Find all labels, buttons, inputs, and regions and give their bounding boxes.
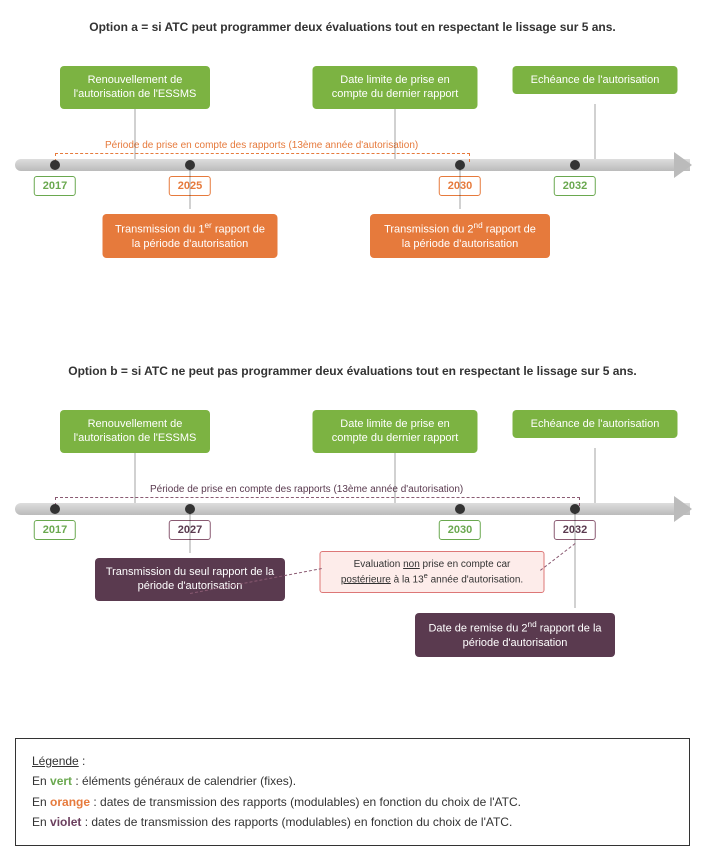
stem [134,104,136,159]
connector-line [540,543,576,571]
year-label: 2030 [439,520,481,540]
axis-arrow-icon [674,152,692,178]
legend-heading: Légende : [32,751,673,771]
legend-box: Légende :En vert : éléments généraux de … [15,738,690,846]
option-a-timeline: Période de prise en compte des rapports … [15,54,690,314]
option-b-timeline: Période de prise en compte des rapports … [15,398,690,688]
event-box: Date de remise du 2nd rapport de la péri… [415,613,615,657]
stem [394,104,396,159]
event-box: Echéance de l'autorisation [513,410,678,438]
stem [594,448,596,503]
axis-arrow-icon [674,496,692,522]
event-box: Renouvellement de l'autorisation de l'ES… [60,66,210,109]
event-box: Date limite de prise en compte du dernie… [313,66,478,109]
event-box: Transmission du 2nd rapport de la périod… [370,214,550,258]
stem [189,513,191,553]
event-box: Renouvellement de l'autorisation de l'ES… [60,410,210,453]
option-a-section: Option a = si ATC peut programmer deux é… [15,20,690,314]
stem [459,169,461,209]
stem [594,104,596,159]
tick-icon [570,160,580,170]
year-label: 2032 [554,176,596,196]
year-label: 2017 [34,520,76,540]
stem [574,513,576,608]
option-a-title: Option a = si ATC peut programmer deux é… [15,20,690,34]
legend-line: En violet : dates de transmission des ra… [32,812,673,832]
option-b-title: Option b = si ATC ne peut pas programmer… [15,364,690,378]
warning-box: Evaluation non prise en compte car posté… [320,551,545,593]
event-box: Date limite de prise en compte du dernie… [313,410,478,453]
legend-line: En vert : éléments généraux de calendrie… [32,771,673,791]
event-box: Transmission du 1er rapport de la périod… [103,214,278,258]
period-bracket [55,153,470,162]
stem [394,448,396,503]
tick-icon [50,160,60,170]
stem [189,169,191,209]
year-label: 2017 [34,176,76,196]
stem [134,448,136,503]
period-label: Période de prise en compte des rapports … [150,484,463,495]
tick-icon [455,504,465,514]
event-box: Echéance de l'autorisation [513,66,678,94]
period-label: Période de prise en compte des rapports … [105,140,418,151]
tick-icon [50,504,60,514]
option-b-section: Option b = si ATC ne peut pas programmer… [15,364,690,688]
